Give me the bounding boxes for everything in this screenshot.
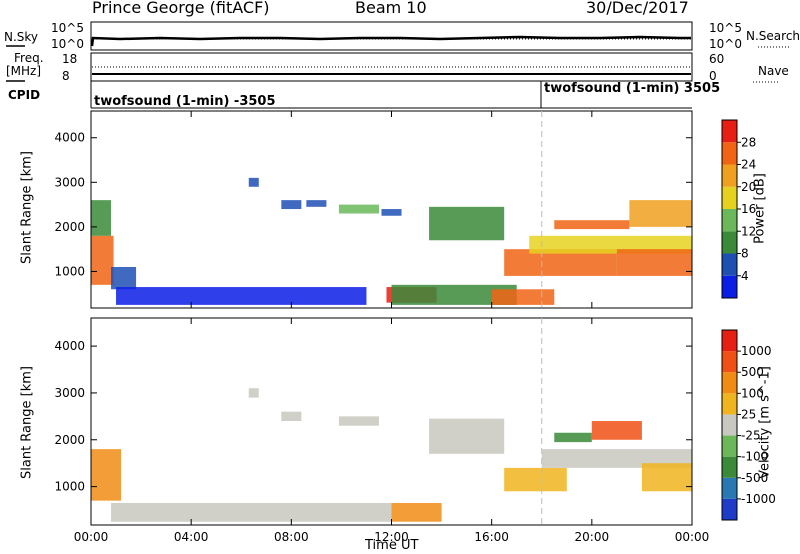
scatter-region-1-3 (281, 411, 302, 422)
scatter-region-0-4 (248, 177, 259, 187)
noise-sky-label: N.Sky (4, 30, 39, 44)
scatter-region-1-2 (248, 388, 259, 398)
colorbar-swatch (722, 435, 737, 457)
cpid-segment-1: twofsound (1-min) -3505 (94, 94, 276, 109)
colorbar-swatch (722, 393, 737, 415)
scatter-region-1-10 (591, 421, 642, 440)
ytick-label: 1000 (54, 264, 85, 278)
colorbar-tick-label: -500 (741, 471, 768, 485)
colorbar-swatch (722, 164, 737, 187)
colorbar-tick-label: 8 (741, 247, 749, 261)
xtick-label: 00:00 (675, 530, 710, 544)
colorbar-tick-label: 4 (741, 269, 749, 283)
colorbar-swatch (722, 275, 737, 298)
freq-unit-label: [MHz] (6, 64, 42, 78)
ytick-label: 4000 (54, 131, 85, 145)
nave-tick-top: 60 (709, 52, 725, 66)
noise-search-label: N.Search (746, 29, 800, 43)
colorbar-tick-label: -25 (741, 429, 761, 443)
xtick-label: 04:00 (174, 530, 209, 544)
ytick-label: 2000 (54, 220, 85, 234)
colorbar-swatch (722, 372, 737, 394)
freq-label: Freq. (14, 51, 44, 65)
colorbar-tick-label: 500 (741, 365, 764, 379)
colorbar-swatch (722, 498, 737, 520)
colorbar-swatch (722, 253, 737, 276)
beam-label: Beam 10 (355, 0, 427, 17)
xtick-label: 16:00 (474, 530, 509, 544)
colorbar-swatch (722, 351, 737, 373)
colorbar-swatch (722, 231, 737, 254)
scatter-region-0-2 (111, 266, 137, 290)
scatter-region-1-6 (429, 418, 505, 454)
colorbar-swatch (722, 209, 737, 232)
scatter-region-0-8 (381, 209, 402, 216)
xtick-label: 12:00 (374, 530, 409, 544)
ytick-label: 4000 (54, 339, 85, 353)
noise-right-tick-top: 10^5 (709, 21, 742, 35)
colorbar-swatch (722, 186, 737, 209)
colorbar-tick-label: 1000 (741, 344, 772, 358)
scatter-region-0-16 (616, 249, 692, 276)
colorbar-swatch (722, 477, 737, 499)
scatter-region-0-11 (429, 206, 505, 241)
noise-left-tick-top: 10^5 (51, 21, 84, 35)
scatter-region-1-9 (554, 432, 592, 443)
colorbar-tick-label: 100 (741, 386, 764, 400)
colorbar-tick-label: 12 (741, 224, 756, 238)
xtick-label: 20:00 (575, 530, 610, 544)
noise-sky-trace (90, 35, 691, 47)
ytick-label: 2000 (54, 433, 85, 447)
colorbar-tick-label: 20 (741, 180, 756, 194)
scatter-region-0-0 (91, 235, 114, 285)
scatter-region-1-0 (91, 449, 122, 501)
station-title: Prince George (fitACF) (92, 0, 270, 17)
cpid-label: CPID (8, 88, 41, 102)
scatter-region-1-5 (391, 502, 442, 522)
x-axis-title: Time UT (365, 538, 419, 553)
colorbar-swatch (722, 330, 737, 352)
colorbar-swatch (722, 142, 737, 165)
scatter-region-0-15 (554, 220, 630, 230)
colorbar-tick-label: 28 (741, 135, 756, 149)
colorbar-tick-label: 16 (741, 202, 756, 216)
scatter-region-0-10 (391, 284, 517, 305)
scatter-region-0-5 (281, 200, 302, 210)
colorbar-swatch (722, 414, 737, 436)
scatter-region-1-4 (338, 416, 379, 426)
colorbar-tick-label: -100 (741, 450, 768, 464)
ytick-label: 3000 (54, 386, 85, 400)
noise-panel-frame (90, 21, 693, 51)
scatter-region-0-12 (491, 289, 555, 305)
colorbar-swatch (722, 120, 737, 143)
scatter-region-1-7 (504, 467, 567, 492)
scatter-region-1-11 (641, 463, 692, 492)
noise-right-tick-bottom: 10^0 (709, 37, 742, 51)
colorbar-tick-label: 25 (741, 407, 756, 421)
freq-tick-top: 18 (62, 52, 78, 66)
scatter-region-0-1 (91, 200, 112, 236)
scatter-region-1-1 (111, 502, 392, 522)
scatter-region-0-7 (338, 204, 379, 214)
freq-tick-bottom: 8 (62, 69, 70, 83)
cpid-segment-2: twofsound (1-min) 3505 (544, 81, 721, 96)
xtick-label: 08:00 (274, 530, 309, 544)
colorbar-tick-label: -1000 (741, 492, 776, 506)
scatter-region-0-17 (629, 200, 692, 227)
noise-left-tick-bottom: 10^0 (51, 37, 84, 51)
nave-label: Nave (758, 64, 789, 78)
colorbar-swatch (722, 456, 737, 478)
scatter-region-0-6 (306, 200, 327, 207)
date-label: 30/Dec/2017 (586, 0, 689, 17)
freq-panel-frame (90, 52, 693, 82)
ytick-label: 3000 (54, 175, 85, 189)
ytick-label: 1000 (54, 480, 85, 494)
nave-tick-bottom: 0 (709, 69, 717, 83)
scatter-region-0-3 (116, 287, 367, 305)
colorbar-frame-1 (721, 329, 738, 521)
xtick-label: 00:00 (74, 530, 109, 544)
colorbar-tick-label: 24 (741, 158, 756, 172)
